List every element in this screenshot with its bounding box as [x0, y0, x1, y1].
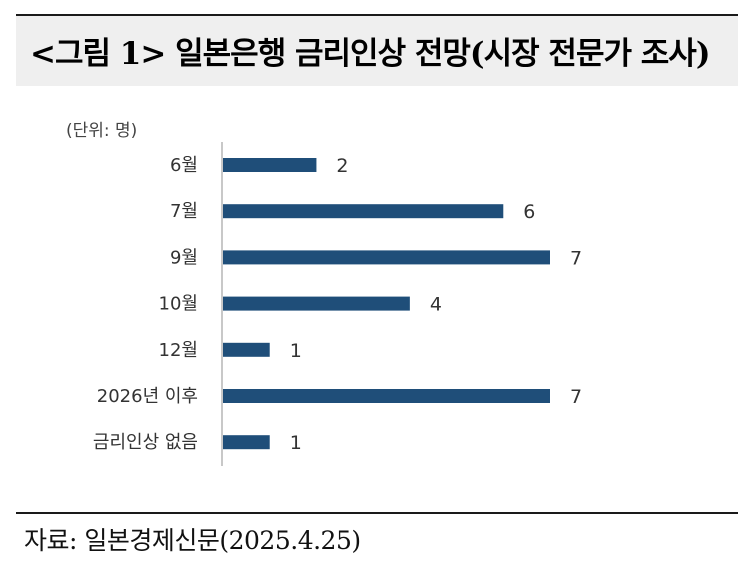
bar: [223, 389, 550, 403]
chart-title: <그림 1> 일본은행 금리인상 전망(시장 전문가 조사): [30, 36, 710, 72]
bar: [223, 204, 504, 219]
category-label: 6월: [170, 155, 198, 176]
source-note: 자료: 일본경제신문(2025.4.25): [24, 526, 361, 555]
bar-chart: 6월 2 7월 6 9월 7 10월 4 12월 1 2026년 이후 7 금리인상 없음 1: [93, 142, 582, 466]
bar: [223, 342, 270, 357]
category-label: 10월: [159, 294, 198, 315]
bar: [223, 158, 317, 172]
data-label: 1: [290, 340, 302, 362]
category-label: 9월: [170, 247, 198, 268]
category-label: 2026년 이후: [97, 386, 198, 407]
bar: [223, 435, 270, 450]
footer-rule: [16, 512, 738, 514]
category-label: 7월: [170, 201, 198, 222]
data-label: 7: [570, 247, 582, 269]
category-label: 12월: [159, 340, 198, 361]
data-label: 4: [430, 294, 442, 316]
data-label: 7: [570, 386, 582, 408]
unit-label: (단위: 명): [66, 121, 138, 141]
data-label: 2: [336, 155, 348, 177]
title-banner: <그림 1> 일본은행 금리인상 전망(시장 전문가 조사): [16, 14, 738, 86]
data-label: 6: [523, 201, 535, 223]
data-label: 1: [290, 432, 302, 454]
bar: [223, 250, 550, 265]
category-label: 금리인상 없음: [93, 432, 198, 453]
bar: [223, 296, 410, 311]
